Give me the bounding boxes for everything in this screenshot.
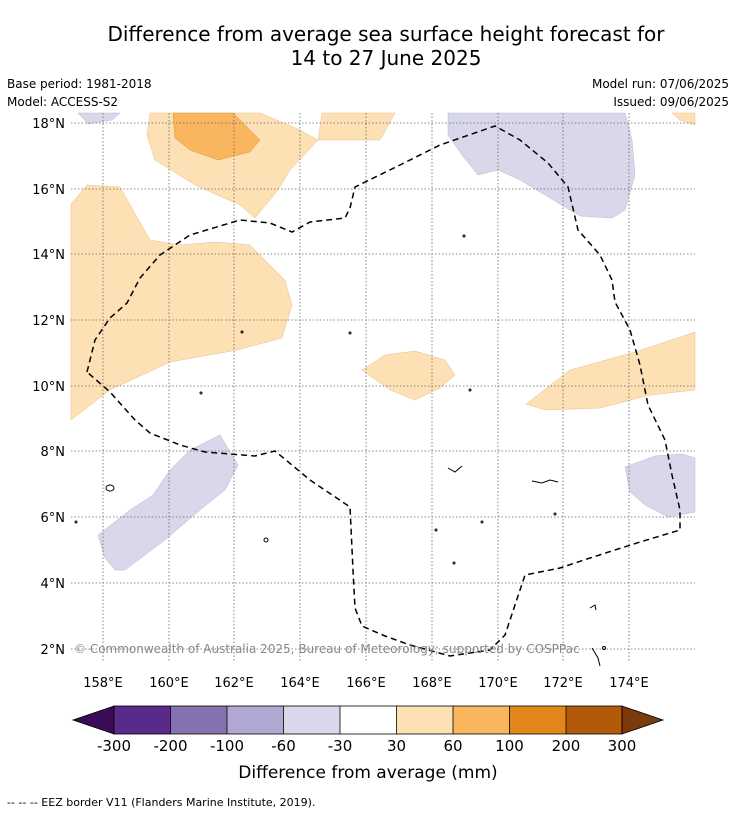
lon-label: 160°E <box>149 676 189 691</box>
lat-label: 4°N <box>41 577 66 592</box>
negative-anomaly-southwest <box>97 434 239 571</box>
graticule <box>71 113 695 662</box>
colorbar-bin <box>170 706 227 734</box>
meta-left: Base period: 1981-2018 Model: ACCESS-S2 <box>7 75 152 111</box>
chart-title: Difference from average sea surface heig… <box>0 22 736 70</box>
colorbar-tick: -200 <box>153 737 187 755</box>
colorbar-label: Difference from average (mm) <box>238 763 497 783</box>
eez-legend-note: -- -- -- EEZ border V11 (Flanders Marine… <box>7 796 316 809</box>
island <box>240 330 244 334</box>
lat-label: 2°N <box>41 643 66 658</box>
positive-anomaly-east <box>525 331 696 411</box>
lat-label: 8°N <box>41 445 66 460</box>
colorbar-bin <box>396 706 453 734</box>
colorbar-tick: 100 <box>495 737 524 755</box>
colorbar-tick: 200 <box>552 737 581 755</box>
lon-label: 164°E <box>280 676 320 691</box>
island <box>263 537 269 543</box>
colorbar-bin <box>227 706 284 734</box>
positive-anomaly-west <box>70 184 293 421</box>
island <box>553 512 557 516</box>
model-run: Model run: 07/06/2025 <box>591 77 729 91</box>
positive-anomaly-center <box>361 350 456 401</box>
island <box>589 604 597 611</box>
island <box>480 520 484 524</box>
lat-label: 10°N <box>32 380 65 395</box>
colorbar-bin <box>283 706 340 734</box>
island <box>434 528 438 532</box>
base-period: Base period: 1981-2018 <box>7 77 152 91</box>
map-copyright: © Commonwealth of Australia 2025, Bureau… <box>74 642 580 656</box>
colorbar-frame <box>113 705 623 735</box>
negative-anomaly-northeast <box>447 112 636 219</box>
island <box>468 388 472 392</box>
negative-anomaly-topleft <box>77 112 121 125</box>
islands <box>74 234 606 667</box>
lat-label: 18°N <box>32 117 65 132</box>
colorbar-tick: -30 <box>328 737 353 755</box>
issued-date: Issued: 09/06/2025 <box>613 95 729 109</box>
colorbar-bin <box>509 706 566 734</box>
lat-labels: 18°N 16°N 14°N 12°N 10°N 8°N 6°N 4°N 2°N <box>32 117 65 658</box>
title-line-2: 14 to 27 June 2025 <box>290 46 482 70</box>
meta-right: Model run: 07/06/2025 Issued: 09/06/2025 <box>592 75 729 111</box>
colorbar-dividers <box>170 706 567 734</box>
island <box>74 520 78 524</box>
lat-label: 14°N <box>32 248 65 263</box>
colorbar-over-arrow <box>621 705 665 735</box>
colorbar-under-arrow <box>71 705 115 735</box>
lon-label: 158°E <box>83 676 123 691</box>
colorbar-ticks: -300 -200 -100 -60 -30 30 60 100 200 300 <box>97 737 636 755</box>
colorbar: -300 -200 -100 -60 -30 30 60 100 200 300… <box>71 705 665 783</box>
colorbar-bin <box>453 706 510 734</box>
title-line-1: Difference from average sea surface heig… <box>107 22 665 46</box>
island <box>531 479 559 484</box>
lon-label: 166°E <box>346 676 386 691</box>
colorbar-tick: -60 <box>271 737 296 755</box>
model-name: Model: ACCESS-S2 <box>7 95 119 109</box>
colorbar-tick: 300 <box>608 737 637 755</box>
island <box>602 646 606 650</box>
colorbar-bin <box>566 706 622 734</box>
colorbar-tick: 30 <box>387 737 406 755</box>
colorbar-bin <box>340 706 397 734</box>
island <box>105 484 115 492</box>
colorbar-bin <box>114 706 171 734</box>
island <box>462 234 466 238</box>
colorbar-tick: -100 <box>210 737 244 755</box>
lat-label: 12°N <box>32 314 65 329</box>
negative-anomaly-east <box>624 453 696 518</box>
lat-label: 16°N <box>32 183 65 198</box>
island <box>591 647 601 667</box>
lon-label: 172°E <box>543 676 583 691</box>
lat-label: 6°N <box>41 511 66 526</box>
island <box>348 331 352 335</box>
lon-label: 170°E <box>478 676 518 691</box>
colorbar-tick: -300 <box>97 737 131 755</box>
island <box>452 561 456 565</box>
island <box>199 391 203 395</box>
lon-label: 162°E <box>214 676 254 691</box>
island <box>447 465 463 473</box>
anomaly-fields <box>70 112 696 571</box>
lon-labels: 158°E 160°E 162°E 164°E 166°E 168°E 170°… <box>83 676 649 691</box>
lon-label: 168°E <box>412 676 452 691</box>
positive-anomaly-corner <box>671 112 696 126</box>
colorbar-tick: 60 <box>443 737 462 755</box>
eez-border <box>86 125 681 657</box>
lon-label: 174°E <box>609 676 649 691</box>
